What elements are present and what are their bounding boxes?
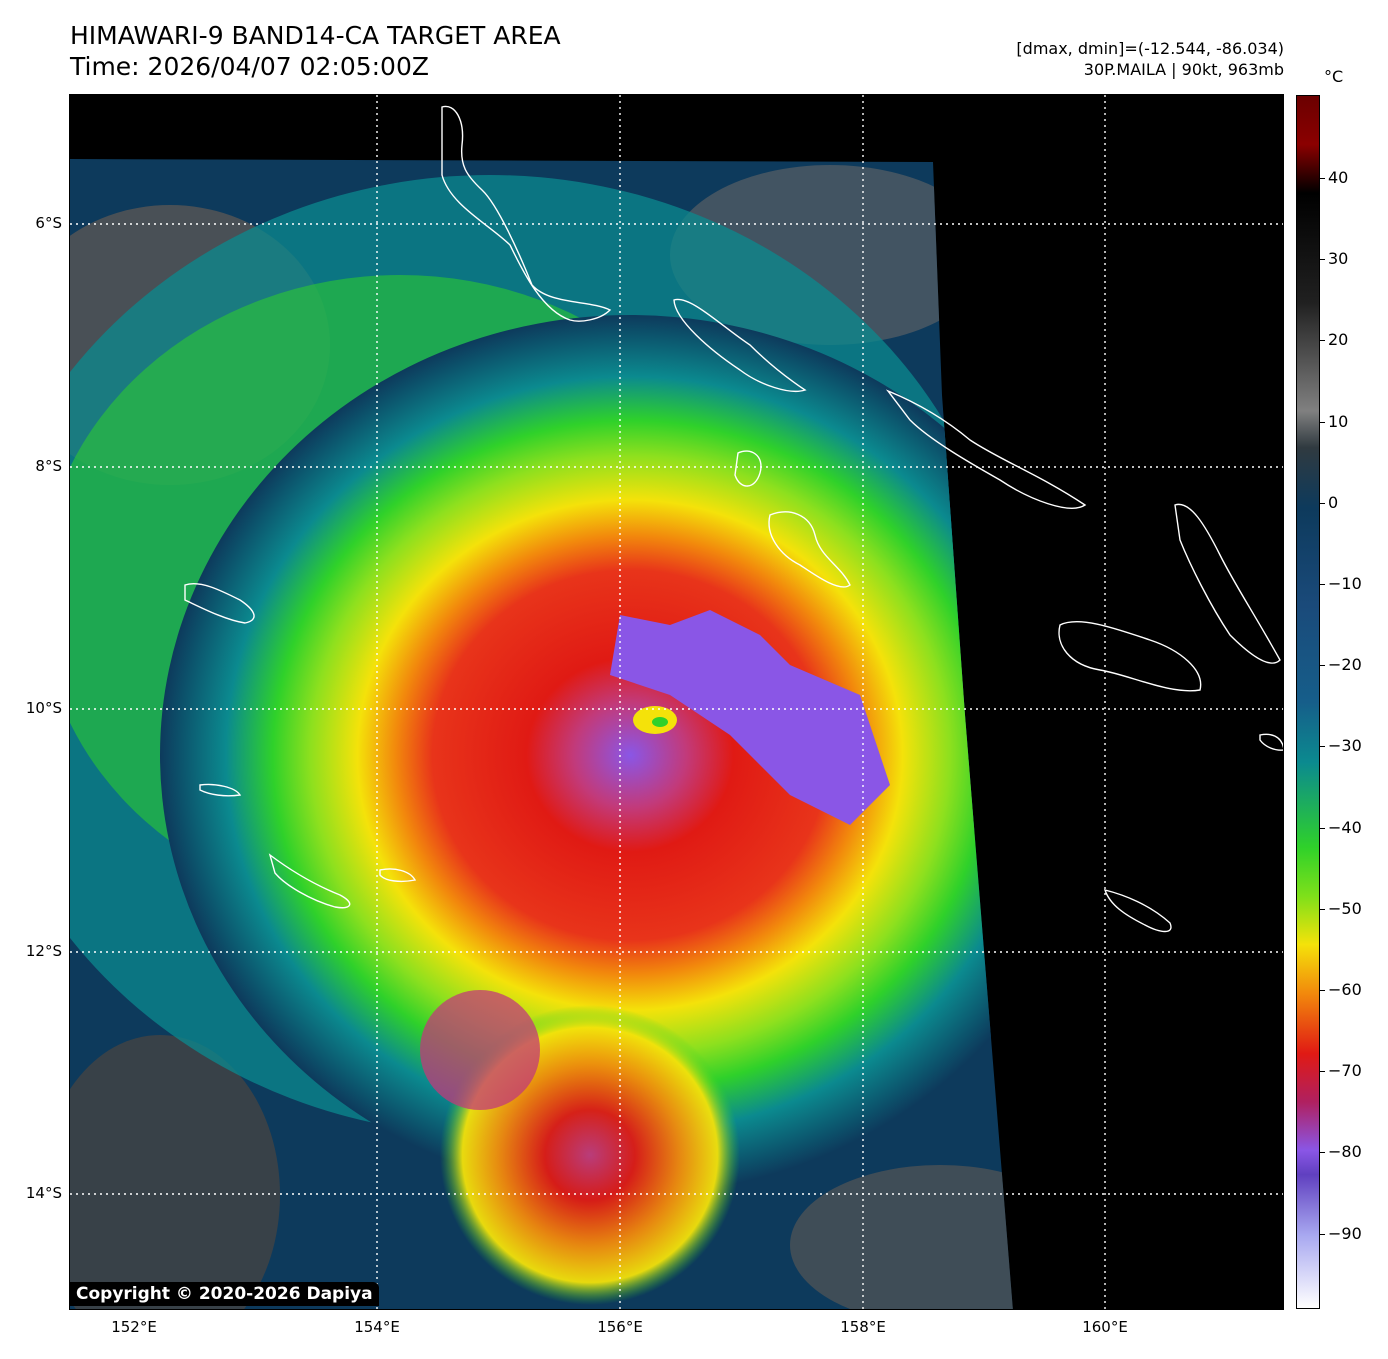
lon-label-158e: 158°E (840, 1318, 886, 1336)
satellite-map (69, 94, 1284, 1310)
colorbar-tick-mark (1320, 421, 1325, 423)
ir-imagery (70, 95, 1283, 1309)
lon-label-154e: 154°E (354, 1318, 400, 1336)
lat-label-12s: 12°S (25, 942, 62, 960)
info-block: [dmax, dmin]=(-12.544, -86.034) 30P.MAIL… (1016, 38, 1284, 80)
colorbar-unit: °C (1324, 67, 1344, 86)
colorbar-tick-label: 0 (1328, 492, 1339, 512)
lat-label-6s: 6°S (35, 214, 62, 232)
colorbar-tick-mark (1320, 1071, 1325, 1073)
colorbar-tick-label: −10 (1328, 574, 1362, 593)
colorbar-tick-mark (1320, 746, 1325, 748)
colorbar-tick-label: 20 (1328, 330, 1349, 350)
colorbar-tick-mark (1320, 584, 1325, 585)
colorbar (1296, 95, 1320, 1309)
colorbar-tick-label: 30 (1328, 249, 1349, 269)
colorbar-tick-mark (1320, 259, 1325, 261)
colorbar-tick-mark (1320, 908, 1325, 910)
colorbar-tick-mark (1320, 827, 1325, 829)
copyright-notice: Copyright © 2020-2026 Dapiya (70, 1282, 379, 1306)
lon-label-160e: 160°E (1082, 1318, 1128, 1336)
colorbar-tick-label: 10 (1328, 411, 1349, 431)
colorbar-tick-label: −20 (1328, 655, 1362, 675)
colorbar-tick-label: −40 (1328, 817, 1362, 837)
colorbar-tick-mark (1320, 665, 1325, 667)
lon-label-156e: 156°E (597, 1318, 643, 1336)
storm-info: 30P.MAILA | 90kt, 963mb (1083, 60, 1284, 79)
dmax-dmin-readout: [dmax, dmin]=(-12.544, -86.034) (1016, 39, 1284, 58)
lat-label-14s: 14°S (25, 1184, 62, 1202)
lat-label-10s: 10°S (25, 699, 62, 717)
colorbar-tick-label: −90 (1328, 1223, 1362, 1243)
colorbar-tick-label: −70 (1328, 1061, 1362, 1081)
observation-time: Time: 2026/04/07 02:05:00Z (70, 52, 429, 81)
colorbar-tick-label: 40 (1328, 168, 1349, 187)
colorbar-tick-label: −50 (1328, 898, 1362, 918)
colorbar-tick-mark (1320, 340, 1325, 342)
imagery-swath (70, 159, 1013, 1309)
colorbar-tick-mark (1320, 1152, 1325, 1154)
gridlines (70, 95, 1283, 1309)
coastlines (184, 105, 1283, 933)
lon-label-152e: 152°E (111, 1318, 157, 1336)
colorbar-tick-mark (1320, 178, 1325, 179)
colorbar-tick-label: −80 (1328, 1142, 1362, 1162)
title-block: HIMAWARI-9 BAND14-CA TARGET AREA Time: 2… (70, 20, 561, 82)
colorbar-tick-label: −60 (1328, 980, 1362, 999)
colorbar-tick-mark (1320, 502, 1325, 504)
colorbar-tick-mark (1320, 990, 1325, 991)
colorbar-tick-mark (1320, 1233, 1325, 1235)
lat-label-8s: 8°S (35, 457, 62, 475)
product-title: HIMAWARI-9 BAND14-CA TARGET AREA (70, 21, 561, 50)
colorbar-tick-label: −30 (1328, 736, 1362, 756)
